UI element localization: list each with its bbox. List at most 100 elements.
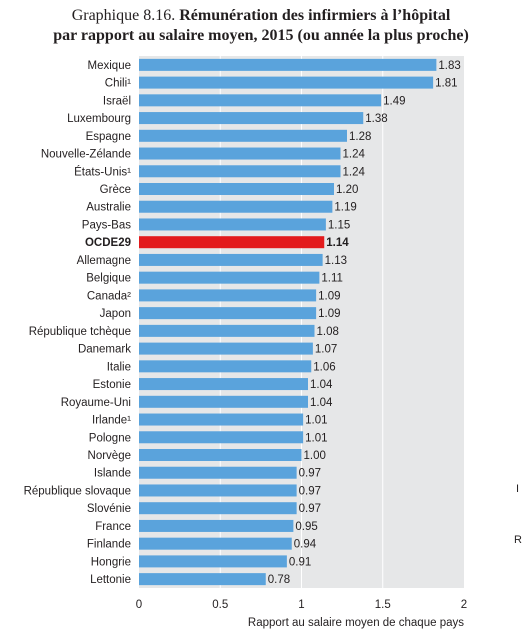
category-label-9: Pays-Bas [82, 219, 131, 231]
bar-highlight [139, 236, 325, 249]
category-label-12: Belgique [86, 273, 131, 285]
category-label-15: République tchèque [29, 326, 131, 338]
value-label-9: 1.15 [328, 219, 350, 231]
bar-3 [139, 112, 364, 125]
bar-8 [139, 200, 333, 213]
bar-19 [139, 395, 308, 408]
bar-18 [139, 378, 308, 391]
category-label-0: Mexique [88, 60, 131, 72]
bar-2 [139, 94, 382, 107]
category-label-29: Lettonie [90, 574, 131, 586]
category-label-18: Estonie [93, 379, 131, 391]
value-label-0: 1.83 [438, 60, 460, 72]
value-label-29: 0.78 [268, 574, 290, 586]
bar-24 [139, 484, 297, 497]
x-tick-label-1: 0.5 [212, 599, 228, 611]
bar-0 [139, 58, 437, 71]
bar-23 [139, 466, 297, 479]
value-label-2: 1.49 [383, 95, 405, 107]
value-label-27: 0.94 [294, 539, 317, 551]
x-tick-label-0: 0 [136, 599, 142, 611]
category-label-20: Irlande¹ [92, 415, 131, 427]
category-label-1: Chili¹ [105, 78, 131, 90]
value-label-8: 1.19 [334, 202, 356, 214]
bar-25 [139, 502, 297, 515]
stray-mark-2: R [514, 534, 522, 546]
bar-17 [139, 360, 312, 373]
bar-28 [139, 555, 287, 568]
category-label-16: Danemark [78, 344, 131, 356]
x-tick-label-4: 2 [461, 599, 467, 611]
x-tick-label-2: 1 [298, 599, 304, 611]
value-label-22: 1.00 [304, 450, 326, 462]
bar-15 [139, 324, 315, 337]
bar-6 [139, 165, 341, 178]
value-label-5: 1.24 [343, 149, 366, 161]
bar-13 [139, 289, 317, 302]
category-label-3: Luxembourg [67, 113, 131, 125]
category-label-21: Pologne [89, 432, 131, 444]
bar-21 [139, 431, 304, 444]
category-label-17: Italie [107, 361, 131, 373]
bar-22 [139, 449, 302, 461]
value-label-6: 1.24 [343, 166, 366, 178]
value-label-28: 0.91 [289, 556, 311, 568]
category-label-5: Nouvelle-Zélande [41, 149, 131, 161]
value-label-24: 0.97 [299, 485, 321, 497]
category-label-11: Allemagne [77, 255, 131, 267]
value-label-26: 0.95 [295, 521, 317, 533]
value-label-13: 1.09 [318, 290, 340, 302]
title-line-1: Rémunération des infirmiers à l’hôpital [179, 7, 451, 24]
value-label-23: 0.97 [299, 468, 321, 480]
x-tick-label-3: 1.5 [375, 599, 391, 611]
bar-1 [139, 76, 434, 89]
category-label-10: OCDE29 [85, 237, 131, 249]
category-label-8: Australie [86, 202, 131, 214]
value-label-7: 1.20 [336, 184, 358, 196]
value-label-17: 1.06 [313, 361, 335, 373]
value-label-11: 1.13 [325, 255, 347, 267]
value-label-21: 1.01 [305, 432, 327, 444]
bar-26 [139, 519, 294, 532]
value-label-18: 1.04 [310, 379, 333, 391]
category-label-6: États-Unis¹ [74, 165, 131, 178]
value-label-16: 1.07 [315, 344, 337, 356]
stray-mark-1: I [516, 483, 520, 495]
bar-11 [139, 253, 323, 266]
value-label-14: 1.09 [318, 308, 340, 320]
bar-7 [139, 183, 334, 195]
category-label-4: Espagne [86, 131, 131, 143]
category-label-19: Royaume-Uni [61, 397, 131, 409]
bar-9 [139, 218, 326, 231]
category-label-27: Finlande [87, 539, 131, 551]
chart-title: Graphique 8.16. Rémunération des infirmi… [0, 6, 522, 46]
category-label-26: France [95, 521, 131, 533]
category-label-7: Grèce [100, 184, 131, 196]
title-prefix: Graphique 8.16. [71, 7, 176, 24]
bar-27 [139, 537, 292, 550]
bar-16 [139, 342, 313, 355]
value-label-4: 1.28 [349, 131, 371, 143]
bar-12 [139, 271, 320, 284]
bar-4 [139, 129, 347, 142]
value-label-12: 1.11 [321, 273, 343, 285]
title-line-2: par rapport au salaire moyen, 2015 (ou a… [53, 27, 469, 44]
category-label-22: Norvège [88, 450, 131, 462]
bar-29 [139, 573, 266, 586]
value-label-15: 1.08 [317, 326, 339, 338]
category-label-28: Hongrie [91, 556, 131, 568]
category-label-25: Slovénie [87, 503, 131, 515]
x-axis-title: Rapport au salaire moyen de chaque pays [248, 617, 464, 629]
bar-5 [139, 147, 341, 160]
category-label-23: Islande [94, 468, 131, 480]
bar-14 [139, 307, 317, 320]
value-label-25: 0.97 [299, 503, 321, 515]
category-label-24: République slovaque [24, 485, 131, 497]
category-label-13: Canada² [87, 290, 131, 302]
category-label-2: Israël [103, 95, 131, 107]
category-label-14: Japon [100, 308, 131, 320]
value-label-3: 1.38 [365, 113, 387, 125]
value-label-1: 1.81 [435, 78, 457, 90]
